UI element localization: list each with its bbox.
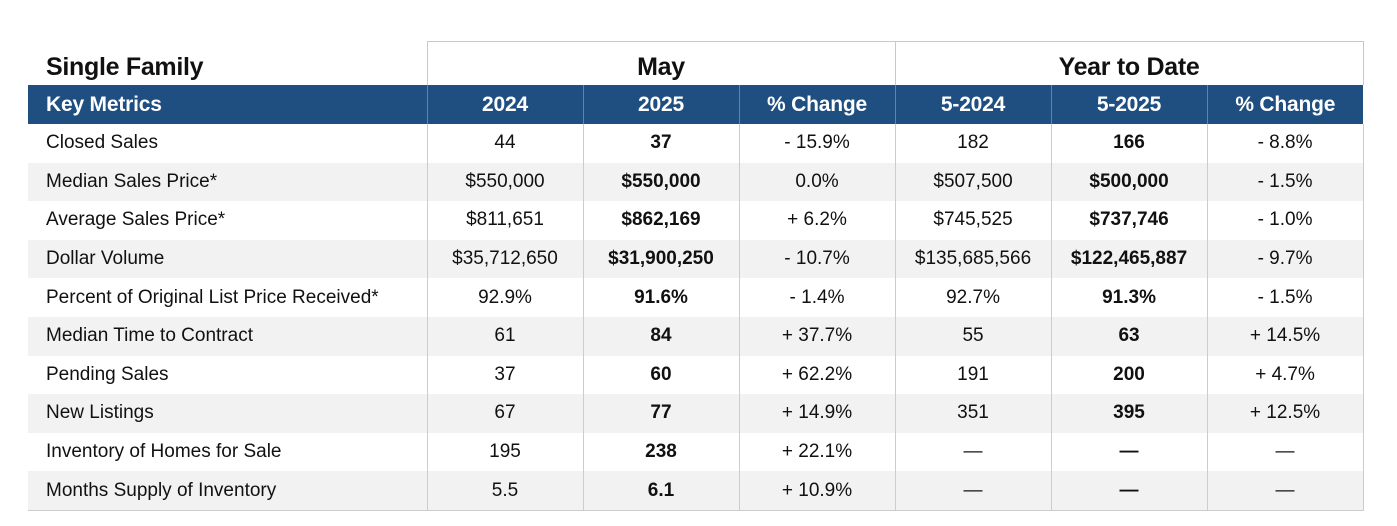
ytd-2024-value: —: [894, 432, 1052, 472]
may-change-value: + 37.7%: [738, 316, 896, 356]
may-change-value: + 62.2%: [738, 355, 896, 395]
metric-label: New Listings: [28, 394, 427, 433]
column-header-may-change: % Change: [738, 85, 896, 124]
group-header-ytd: Year to Date: [894, 41, 1364, 85]
ytd-2025-value: —: [1050, 471, 1208, 511]
table-row: Closed Sales 44 37- 15.9% 182 166- 8.8%: [28, 124, 1364, 163]
table-row: Median Time to Contract 61 84 + 37.7% 55 63 + …: [28, 316, 1364, 356]
table-row: Pending Sales 37 60 + 62.2% 191 200 + 4.7%: [28, 355, 1364, 395]
table-row: Median Sales Price* $550,000 $550,000 0.0% $…: [28, 162, 1364, 202]
column-header-ytd-2024: 5-2024: [894, 85, 1052, 124]
ytd-change-value: - 9.7%: [1206, 239, 1364, 279]
table-row: Dollar Volume $35,712,650 $31,900,250- 10.…: [28, 239, 1364, 279]
may-2024-value: 44: [426, 124, 583, 163]
ytd-change-value: - 1.5%: [1206, 162, 1364, 202]
ytd-change-value: + 12.5%: [1206, 394, 1364, 433]
may-2025-value: $550,000: [582, 162, 739, 202]
ytd-2025-value: 166: [1050, 124, 1208, 163]
table-row: Average Sales Price* $811,651 $862,169 + 6.…: [28, 201, 1364, 240]
ytd-change-value: - 1.0%: [1206, 201, 1364, 240]
may-2025-value: $31,900,250: [582, 239, 739, 279]
group-header-may: May: [426, 41, 896, 85]
ytd-change-value: —: [1206, 432, 1364, 472]
group-header-row: Single Family May Year to Date: [28, 41, 1364, 85]
may-2025-value: $862,169: [582, 201, 739, 240]
ytd-2025-value: 91.3%: [1050, 278, 1208, 317]
column-header-row: Key Metrics 2024 2025 % Change 5-2024 5-…: [28, 85, 1364, 124]
may-2024-value: $811,651: [426, 201, 583, 240]
may-change-value: 0.0%: [738, 162, 896, 202]
may-change-value: - 15.9%: [738, 124, 896, 163]
column-header-metric: Key Metrics: [28, 85, 427, 124]
may-2025-value: 60: [582, 355, 739, 395]
ytd-change-value: —: [1206, 471, 1364, 511]
may-2024-value: 61: [426, 316, 583, 356]
may-change-value: + 14.9%: [738, 394, 896, 433]
ytd-2025-value: $737,746: [1050, 201, 1208, 240]
table-row: Percent of Original List Price Received*…: [28, 278, 1364, 317]
may-change-value: - 10.7%: [738, 239, 896, 279]
may-2024-value: 37: [426, 355, 583, 395]
may-2025-value: 84: [582, 316, 739, 356]
metric-label: Pending Sales: [46, 363, 169, 385]
ytd-2025-value: 395: [1050, 394, 1208, 433]
may-2024-value: 195: [426, 432, 583, 472]
table-row: Months Supply of Inventory 5.5 6.1 + 10.9% —…: [28, 471, 1364, 511]
ytd-2024-value: $507,500: [894, 162, 1052, 202]
metric-label: Percent of Original List Price Received*: [46, 286, 379, 308]
ytd-change-value: + 14.5%: [1206, 316, 1364, 356]
section-label: Single Family: [28, 41, 427, 85]
column-header-ytd-change: % Change: [1206, 85, 1364, 124]
ytd-2024-value: 92.7%: [894, 278, 1052, 317]
ytd-2024-value: 351: [894, 394, 1052, 433]
ytd-2024-value: 55: [894, 316, 1052, 356]
ytd-2025-value: 63: [1050, 316, 1208, 356]
key-metrics-table: Single Family May Year to Date Key Metri…: [28, 41, 1364, 511]
may-2024-value: $35,712,650: [426, 239, 583, 279]
may-2025-value: 6.1: [582, 471, 739, 511]
ytd-change-value: - 8.8%: [1206, 124, 1364, 163]
may-change-value: + 10.9%: [738, 471, 896, 511]
ytd-2025-value: $122,465,887: [1050, 239, 1208, 279]
table-row: New Listings 67 77 + 14.9% 351 395 + 12.5%: [28, 394, 1364, 433]
may-2024-value: $550,000: [426, 162, 583, 202]
ytd-2024-value: 191: [894, 355, 1052, 395]
column-header-may-2024: 2024: [426, 85, 583, 124]
may-change-value: + 6.2%: [738, 201, 896, 240]
ytd-2025-value: 200: [1050, 355, 1208, 395]
may-2025-value: 91.6%: [582, 278, 739, 317]
metric-label: Months Supply of Inventory: [28, 471, 427, 511]
may-2025-value: 238: [582, 432, 739, 472]
may-2025-value: 37: [582, 124, 739, 163]
metric-label: Dollar Volume: [28, 239, 427, 279]
metric-label: Median Time to Contract: [28, 316, 427, 356]
ytd-2024-value: $745,525: [894, 201, 1052, 240]
metric-label: Average Sales Price*: [46, 209, 226, 231]
column-header-ytd-2025: 5-2025: [1050, 85, 1208, 124]
ytd-2024-value: $135,685,566: [894, 239, 1052, 279]
key-metrics-table-wrapper: Single Family May Year to Date Key Metri…: [28, 41, 1364, 511]
ytd-change-value: - 1.5%: [1206, 278, 1364, 317]
column-header-may-2025: 2025: [582, 85, 739, 124]
metric-label: Median Sales Price*: [28, 162, 427, 202]
table-row: Inventory of Homes for Sale 195 238 + 22.1%…: [28, 432, 1364, 472]
ytd-change-value: + 4.7%: [1206, 355, 1364, 395]
may-change-value: + 22.1%: [738, 432, 896, 472]
ytd-2024-value: —: [894, 471, 1052, 511]
may-change-value: - 1.4%: [738, 278, 896, 317]
metric-label: Closed Sales: [46, 132, 158, 154]
ytd-2024-value: 182: [894, 124, 1052, 163]
may-2024-value: 67: [426, 394, 583, 433]
ytd-2025-value: $500,000: [1050, 162, 1208, 202]
may-2024-value: 92.9%: [426, 278, 583, 317]
may-2024-value: 5.5: [426, 471, 583, 511]
may-2025-value: 77: [582, 394, 739, 433]
ytd-2025-value: —: [1050, 432, 1208, 472]
table-body: Closed Sales 44 37- 15.9% 182 166- 8.8% Media…: [28, 124, 1364, 511]
metric-label: Inventory of Homes for Sale: [46, 441, 282, 463]
